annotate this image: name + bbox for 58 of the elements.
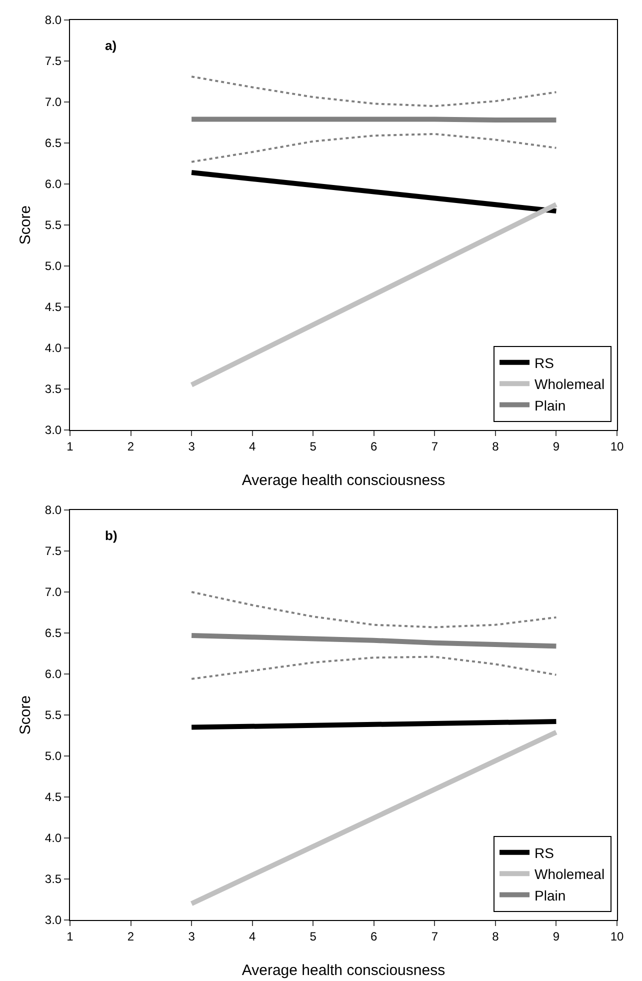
y-tick-label: 8.0 (44, 13, 62, 28)
legend-label: Wholemeal (534, 866, 605, 882)
x-tick-label: 2 (127, 929, 134, 944)
x-tick-label: 9 (552, 929, 560, 944)
y-tick-label: 3.0 (44, 423, 62, 438)
x-tick-label: 6 (370, 439, 378, 454)
y-tick-label: 4.5 (44, 300, 62, 314)
y-tick-label: 7.5 (44, 544, 62, 558)
y-tick-label: 3.0 (44, 913, 62, 928)
line-series (190, 132, 558, 163)
x-tick-label: 3 (188, 929, 196, 944)
y-tick-label: 7.0 (44, 585, 62, 600)
x-tick-label: 4 (248, 439, 256, 454)
y-axis-title: Score (17, 695, 34, 735)
x-tick-label: 8 (492, 439, 500, 454)
line-series (190, 656, 558, 680)
x-tick-label: 4 (248, 929, 256, 944)
y-tick-label: 5.5 (44, 708, 62, 722)
legend-label: Wholemeal (534, 376, 605, 392)
x-tick-label: 10 (610, 439, 624, 454)
line-series (190, 76, 558, 108)
y-tick-label: 7.5 (44, 54, 62, 68)
x-axis-title: Average health consciousness (242, 472, 446, 489)
x-tick-label: 6 (370, 929, 378, 944)
annotation: a) (105, 38, 117, 53)
x-tick-label: 3 (188, 439, 196, 454)
x-tick-label: 1 (66, 929, 74, 944)
legend-label: RS (534, 844, 554, 861)
y-tick-label: 8.0 (44, 503, 62, 518)
y-axis-title: Score (17, 205, 34, 245)
x-tick-label: 5 (310, 929, 317, 944)
x-tick-label: 9 (552, 439, 560, 454)
legend-label: RS (534, 354, 554, 371)
annotation: b) (105, 528, 118, 543)
y-tick-label: 4.5 (44, 790, 62, 804)
y-tick-label: 4.0 (44, 831, 62, 846)
x-tick-label: 7 (431, 929, 438, 944)
y-tick-label: 3.5 (44, 872, 62, 886)
y-tick-label: 6.0 (44, 667, 62, 682)
x-tick-label: 2 (127, 439, 134, 454)
y-tick-label: 5.0 (44, 259, 62, 274)
x-axis-title: Average health consciousness (242, 962, 446, 979)
y-tick-label: 5.0 (44, 749, 62, 764)
y-tick-label: 6.5 (44, 136, 62, 150)
legend-label: Plain (534, 887, 566, 904)
legend-label: Plain (534, 397, 566, 414)
y-tick-label: 6.5 (44, 626, 62, 640)
x-tick-label: 1 (66, 439, 74, 454)
y-tick-label: 4.0 (44, 341, 62, 356)
y-tick-label: 6.0 (44, 177, 62, 192)
line-series (190, 591, 558, 628)
y-tick-label: 3.5 (44, 382, 62, 396)
x-tick-label: 8 (492, 929, 500, 944)
y-tick-label: 5.5 (44, 218, 62, 232)
y-tick-label: 7.0 (44, 95, 62, 110)
x-tick-label: 10 (610, 929, 624, 944)
x-tick-label: 5 (310, 439, 317, 454)
x-tick-label: 7 (431, 439, 438, 454)
